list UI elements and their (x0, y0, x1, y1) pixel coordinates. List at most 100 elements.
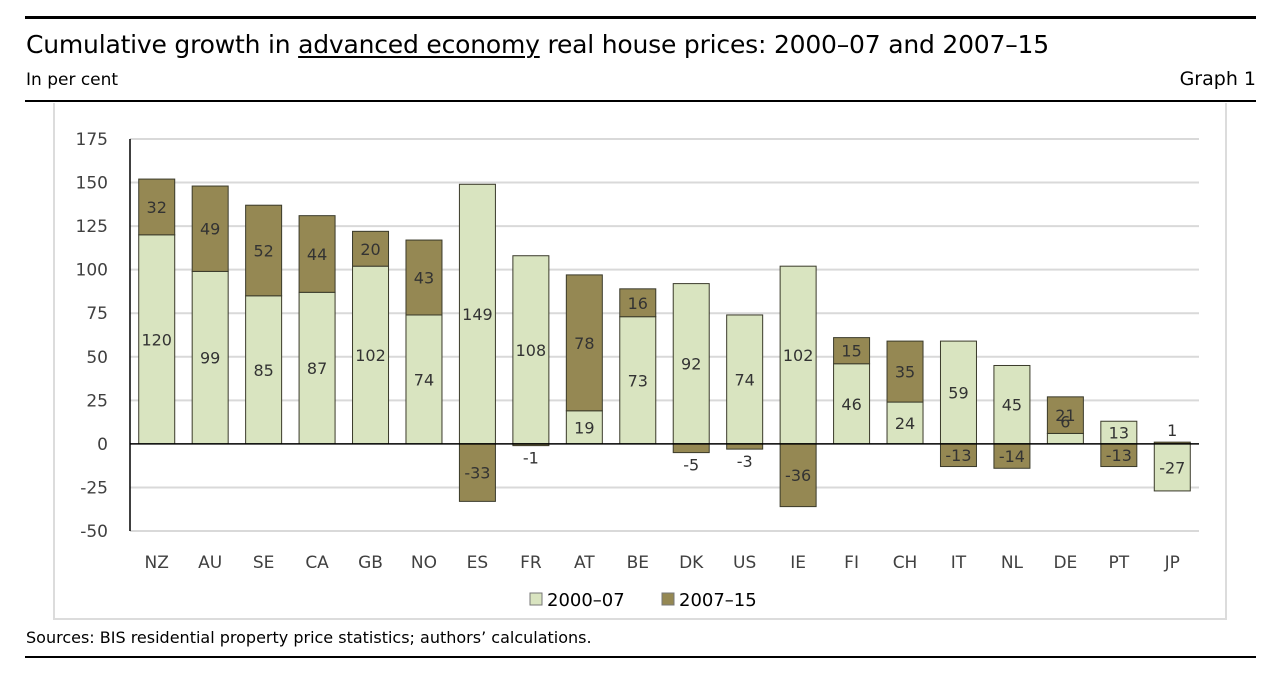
bar-us-2000-07[interactable] (726, 314, 764, 445)
data-label: 1 (1167, 421, 1177, 440)
data-label: 99 (200, 349, 220, 368)
data-label: 108 (516, 341, 547, 360)
data-label: -1 (523, 449, 539, 468)
x-category-label: US (733, 553, 756, 573)
legend-item-2007-15[interactable]: 2007–15 (661, 590, 757, 611)
bar-de-2007-15[interactable] (1046, 396, 1084, 434)
bar-ie-2007-15[interactable] (779, 443, 817, 508)
legend-label: 2007–15 (679, 590, 757, 611)
data-label: 44 (307, 245, 327, 264)
bar-de-2000-07[interactable] (1046, 432, 1084, 445)
title-text-end: real house prices: 2000–07 and 2007–15 (539, 30, 1049, 59)
data-label: 20 (360, 240, 380, 259)
x-axis-categories: NZ AU SE CA GB NO ES FR AT BE DK US IE FI CH IT NL DE PT JP (145, 553, 1180, 573)
data-label: 16 (628, 294, 648, 313)
data-label: -5 (683, 456, 699, 475)
bar-ie-2000-07[interactable] (779, 265, 817, 445)
data-label: 102 (783, 346, 814, 365)
data-label: -27 (1159, 458, 1185, 477)
bar-ch-2000-07[interactable] (886, 401, 924, 445)
header-rule (25, 100, 1256, 102)
bar-at-2007-15[interactable] (565, 274, 603, 412)
data-label: 46 (841, 395, 861, 414)
bar-ch-2007-15[interactable] (886, 340, 924, 403)
bar-gb-2007-15[interactable] (352, 230, 390, 267)
data-label: 49 (200, 220, 220, 239)
bar-be-2007-15[interactable] (619, 288, 657, 318)
x-category-label: FR (520, 553, 542, 573)
y-tick-label: 0 (97, 435, 108, 455)
x-category-label: DE (1053, 553, 1077, 573)
data-label: 85 (253, 361, 273, 380)
chart-subtitle: In per cent (26, 70, 119, 90)
bar-es-2000-07[interactable] (458, 183, 496, 445)
x-category-label: NZ (145, 553, 169, 573)
data-label: 43 (414, 269, 434, 288)
data-label: -14 (999, 447, 1025, 466)
bar-es-2007-15[interactable] (458, 443, 496, 502)
y-tick-label: 100 (76, 261, 108, 281)
bar-no-2007-15[interactable] (405, 239, 443, 316)
data-label: 35 (895, 363, 915, 382)
bars (138, 178, 1191, 508)
title-text: Cumulative growth in (26, 30, 299, 59)
data-label: 6 (1060, 412, 1070, 431)
y-tick-label: 25 (86, 391, 108, 411)
bar-au-2007-15[interactable] (191, 185, 229, 272)
bar-se-2000-07[interactable] (245, 295, 283, 445)
chart-frame (53, 103, 1227, 620)
data-label: 13 (1109, 424, 1129, 443)
data-label: 74 (734, 370, 754, 389)
bar-nz-2007-15[interactable] (138, 178, 176, 236)
bar-ca-2007-15[interactable] (298, 215, 336, 293)
x-category-label: BE (627, 553, 649, 573)
legend-swatch (661, 592, 675, 606)
data-label: 102 (355, 346, 386, 365)
legend-item-2000-07[interactable]: 2000–07 (529, 590, 625, 611)
x-category-label: GB (358, 553, 383, 573)
bar-se-2007-15[interactable] (245, 204, 283, 297)
axes (129, 139, 1199, 531)
bar-dk-2000-07[interactable] (672, 283, 710, 445)
data-label: 78 (574, 334, 594, 353)
y-tick-label: 50 (86, 348, 108, 368)
x-category-label: AT (574, 553, 595, 573)
bar-nl-2007-15[interactable] (993, 443, 1031, 469)
data-label: 92 (681, 355, 701, 374)
bar-ca-2000-07[interactable] (298, 291, 336, 445)
data-label: 59 (948, 383, 968, 402)
sources-note: Sources: BIS residential property price … (26, 628, 592, 647)
bar-fi-2000-07[interactable] (833, 363, 871, 445)
data-label: 45 (1002, 396, 1022, 415)
x-category-label: DK (679, 553, 704, 573)
y-tick-label: 75 (86, 304, 108, 324)
x-category-label: JP (1164, 553, 1180, 573)
data-label: 73 (628, 371, 648, 390)
bar-fr-2000-07[interactable] (512, 255, 550, 445)
y-tick-label: 150 (76, 174, 108, 194)
bar-nl-2000-07[interactable] (993, 364, 1031, 445)
data-label: 87 (307, 359, 327, 378)
data-label: 24 (895, 414, 915, 433)
chart-title: Cumulative growth in advanced economy re… (26, 30, 1049, 59)
x-category-label: NO (411, 553, 437, 573)
bar-gb-2000-07[interactable] (352, 265, 390, 445)
title-link[interactable]: advanced economy (298, 30, 540, 59)
bottom-rule (25, 656, 1256, 658)
data-label: 19 (574, 418, 594, 437)
legend-label: 2000–07 (547, 590, 625, 611)
top-rule (25, 16, 1256, 19)
data-label: -13 (1106, 446, 1132, 465)
y-tick-label: -50 (80, 522, 108, 542)
bar-us-2007-15[interactable] (726, 443, 764, 450)
data-label: 32 (147, 198, 167, 217)
graph-number: Graph 1 (1179, 68, 1256, 90)
bar-fi-2007-15[interactable] (833, 337, 871, 365)
bar-au-2000-07[interactable] (191, 270, 229, 445)
bar-dk-2007-15[interactable] (672, 443, 710, 454)
bar-jp-2000-07[interactable] (1153, 443, 1191, 492)
x-category-label: NL (1001, 553, 1024, 573)
bar-nz-2000-07[interactable] (138, 234, 176, 445)
x-category-label: ES (467, 553, 489, 573)
x-category-label: IT (951, 553, 967, 573)
